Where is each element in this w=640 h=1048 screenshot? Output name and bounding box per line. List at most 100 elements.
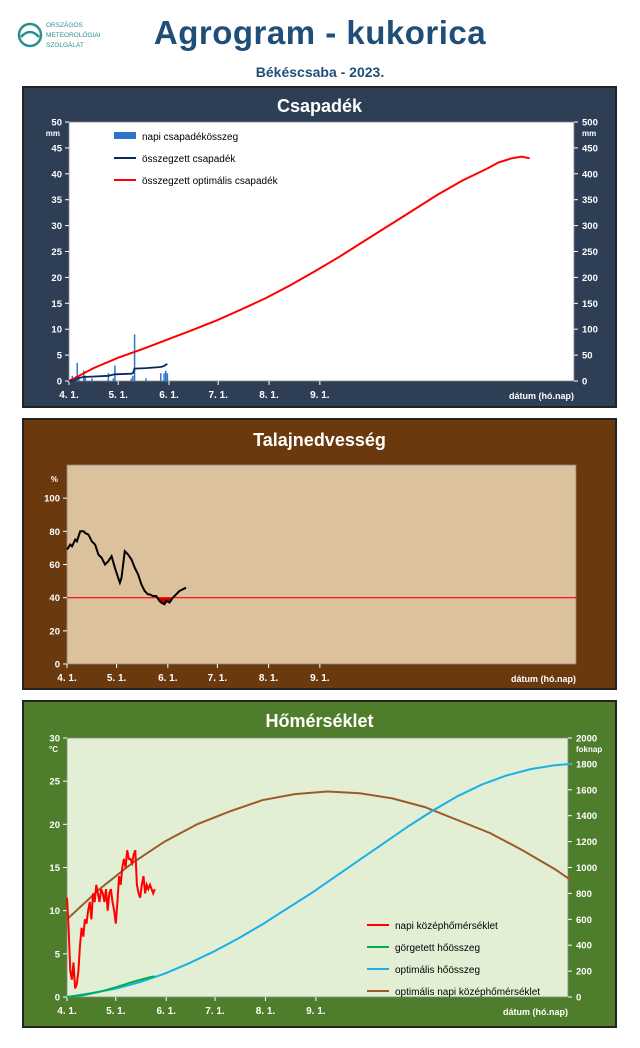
y-right-tick-label: 400 [582, 169, 598, 180]
y-left-tick-label: 10 [51, 325, 62, 336]
x-tick-label: 4. 1. [59, 390, 79, 401]
y-left-tick-label: 45 [51, 143, 62, 154]
series-line-optimal-tail [486, 155, 530, 170]
x-tick-label: 9. 1. [306, 1006, 326, 1017]
precip-bar [166, 373, 169, 381]
x-tick-label: 6. 1. [159, 390, 179, 401]
x-tick-label: 6. 1. [158, 673, 178, 684]
legend-entry: görgetett hőösszeg [395, 943, 480, 954]
y-left-tick-label: 25 [51, 247, 62, 258]
y-left-tick-label: 20 [51, 273, 62, 284]
temperature-chart-panel: Hőmérséklet 0 5 10 15 20 25 30 °C 0 200 400 600 800 10… [22, 700, 617, 1028]
y-right-tick-label: 0 [576, 993, 581, 1004]
precip-bar [164, 370, 167, 381]
y-left-tick-label: 80 [49, 527, 60, 538]
y-right-tick-label: 600 [576, 915, 592, 926]
x-tick-label: 5. 1. [108, 390, 128, 401]
precip-bar [114, 365, 116, 381]
x-tick-label: 7. 1. [208, 673, 228, 684]
y-right-tick-label: 800 [576, 889, 592, 900]
precip-bar [145, 378, 147, 381]
y-left-tick-label: 25 [49, 777, 60, 788]
y-left-tick-label: 10 [49, 906, 60, 917]
x-tick-label: 5. 1. [107, 673, 127, 684]
y-left-tick-label: 5 [57, 351, 63, 362]
y-left-unit: mm [46, 129, 60, 138]
y-left-tick-label: 40 [51, 169, 62, 180]
y-left-tick-label: 0 [57, 377, 62, 388]
precip-bar [76, 362, 78, 381]
soil-moisture-line [66, 530, 187, 606]
page-header: ORSZÁGOS METEOROLÓGIAI SZOLGÁLAT Agrogra… [0, 0, 640, 86]
x-tick-label: 6. 1. [156, 1006, 176, 1017]
x-tick-label: 8. 1. [256, 1006, 276, 1017]
precip-bar [91, 378, 93, 381]
y-left-tick-label: 60 [49, 560, 60, 571]
y-right-tick-label: 1600 [576, 785, 597, 796]
y-left-tick-label: 30 [51, 221, 62, 232]
y-left-tick-label: 0 [55, 660, 60, 671]
x-tick-label: 4. 1. [57, 673, 77, 684]
x-tick-label: 9. 1. [310, 673, 330, 684]
legend-entry: összegzett optimális csapadék [142, 176, 279, 187]
y-right-tick-label: 300 [582, 221, 598, 232]
legend-entry: összegzett csapadék [142, 154, 236, 165]
legend-entry: optimális napi középhőmérséklet [395, 987, 540, 998]
y-left-tick-label: 35 [51, 195, 62, 206]
soil-moisture-chart-panel: Talajnedvesség 0 20 40 60 80 100% 4. 1. 5. 1. 6. … [22, 418, 617, 690]
precip-bar [83, 370, 85, 381]
x-tick-label: 7. 1. [208, 390, 228, 401]
legend-entry: napi középhőmérséklet [395, 921, 498, 932]
x-tick-label: 9. 1. [310, 390, 330, 401]
y-right-tick-label: 350 [582, 195, 598, 206]
precip-bar [84, 375, 87, 381]
page-subtitle: Békéscsaba - 2023. [255, 64, 385, 80]
plot-area [66, 737, 569, 998]
y-left-tick-label: 15 [51, 299, 62, 310]
precip-bar [107, 373, 110, 381]
y-left-tick-label: 20 [49, 626, 60, 637]
precip-bar [160, 373, 162, 381]
y-right-unit: foknap [576, 745, 602, 754]
y-left-tick-label: 50 [51, 118, 62, 129]
y-left-unit: % [51, 475, 58, 484]
y-left-tick-label: 100 [44, 494, 60, 505]
y-right-tick-label: 200 [576, 967, 592, 978]
y-right-tick-label: 500 [582, 118, 598, 129]
x-tick-label: 5. 1. [106, 1006, 126, 1017]
logo-line-3: SZOLGÁLAT [46, 40, 84, 49]
chart-2-svg: Hőmérséklet 0 5 10 15 20 25 30°C 0 200 400 600 800 10… [22, 700, 617, 1028]
y-left-tick-label: 30 [49, 734, 60, 745]
x-axis-label: dátum (hó.nap) [509, 391, 574, 401]
agency-logo: ORSZÁGOS METEOROLÓGIAI SZOLGÁLAT [17, 20, 101, 49]
y-left-tick-label: 15 [49, 863, 60, 874]
chart-title: Talajnedvesség [253, 430, 386, 450]
x-axis-label: dátum (hó.nap) [511, 674, 576, 684]
y-left-tick-label: 0 [55, 993, 60, 1004]
y-right-tick-label: 450 [582, 143, 598, 154]
page-title: Agrogram - kukorica [153, 14, 487, 51]
series-line-osszegzett-csapadek [68, 363, 168, 382]
precipitation-chart-panel: Csapadék 0 5 10 15 20 25 30 35 40 45 50 mm 0 50 100 150 2… [22, 86, 617, 408]
y-right-tick-label: 200 [582, 273, 598, 284]
chart-0-svg: Csapadék05101520253035404550mm0501001502… [22, 86, 617, 408]
y-left-tick-label: 5 [55, 949, 61, 960]
y-left-tick-label: 40 [49, 593, 60, 604]
legend-swatch [114, 132, 136, 139]
y-right-tick-label: 1400 [576, 811, 597, 822]
series-line-gorgetett-hoosszeg [66, 975, 155, 998]
series-line-optimalis-napi-kozephomerseklet [66, 790, 572, 921]
chart-1-svg: Talajnedvesség 0 20 40 60 80 100% 4. 1. 5. 1. 6. … [22, 418, 617, 690]
precip-bar [112, 378, 115, 381]
x-tick-label: 7. 1. [205, 1006, 225, 1017]
y-right-tick-label: 50 [582, 351, 593, 362]
y-right-tick-label: 1200 [576, 837, 597, 848]
x-tick-label: 8. 1. [259, 673, 279, 684]
y-left-tick-label: 20 [49, 820, 60, 831]
logo-line-2: METEOROLÓGIAI [46, 30, 101, 39]
moisture-deficit-area [157, 597, 172, 605]
series-line-optimalis-hoosszeg [66, 762, 572, 998]
series-line-osszegzett-optimalis-csapadek [68, 167, 488, 382]
legend-entry: optimális hőösszeg [395, 965, 480, 976]
y-right-tick-label: 1800 [576, 759, 597, 770]
